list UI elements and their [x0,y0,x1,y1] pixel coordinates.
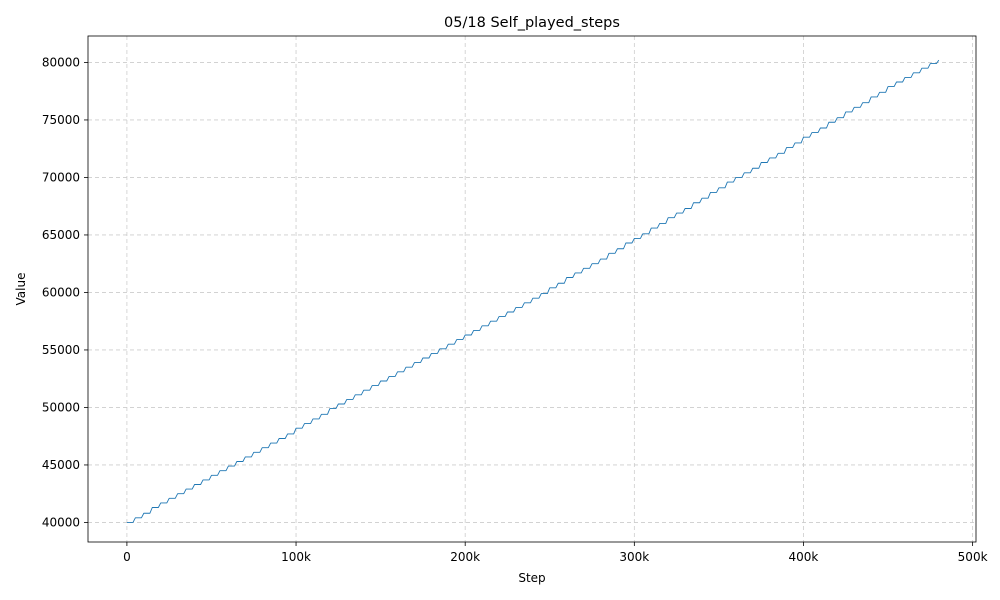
series-line-0 [126,59,940,523]
x-tick-label: 0 [123,550,131,564]
axis-ticks: 0 100k 200k 300k 400k 500k 40000 45000 50000 5500… [42,55,988,564]
y-tick-label: 45000 [42,458,80,472]
x-axis-label: Step [518,571,545,585]
y-tick-label: 50000 [42,400,80,414]
grid [88,36,976,542]
x-tick-label: 300k [619,550,649,564]
x-tick-label: 400k [789,550,819,564]
y-tick-label: 40000 [42,515,80,529]
x-tick-label: 200k [450,550,480,564]
y-tick-label: 60000 [42,285,80,299]
series-layer [126,59,940,523]
x-tick-label: 500k [958,550,988,564]
y-tick-label: 75000 [42,113,80,127]
y-tick-label: 65000 [42,228,80,242]
y-tick-label: 55000 [42,343,80,357]
y-tick-label: 70000 [42,170,80,184]
y-tick-label: 80000 [42,55,80,69]
plot-frame [87,35,977,543]
chart-title: 05/18 Self_played_steps [444,15,620,31]
x-tick-label: 100k [281,550,311,564]
y-axis-label: Value [14,273,28,306]
